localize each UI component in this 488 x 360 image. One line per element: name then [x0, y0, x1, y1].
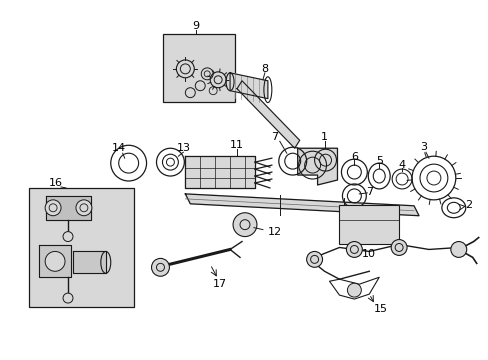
Polygon shape: [237, 81, 299, 148]
Circle shape: [450, 242, 466, 257]
Circle shape: [151, 258, 169, 276]
Polygon shape: [73, 251, 105, 273]
Text: 11: 11: [229, 140, 244, 150]
Circle shape: [346, 242, 362, 257]
Polygon shape: [46, 196, 91, 220]
Circle shape: [390, 239, 406, 255]
Text: 15: 15: [373, 304, 387, 314]
Text: 13: 13: [176, 143, 190, 153]
Text: 7: 7: [271, 132, 278, 142]
Polygon shape: [185, 194, 418, 216]
Circle shape: [346, 283, 361, 297]
Text: 2: 2: [464, 200, 471, 210]
Circle shape: [233, 213, 256, 237]
Text: 1: 1: [321, 132, 327, 142]
Polygon shape: [185, 156, 254, 188]
Text: 9: 9: [192, 21, 200, 31]
Text: 17: 17: [213, 279, 227, 289]
Text: 16: 16: [49, 178, 63, 188]
Bar: [339, 205, 398, 244]
Text: 12: 12: [267, 226, 281, 237]
Text: 5: 5: [375, 156, 382, 166]
Circle shape: [45, 200, 61, 216]
Circle shape: [63, 293, 73, 303]
Circle shape: [76, 200, 92, 216]
Text: 4: 4: [398, 160, 405, 170]
Text: 7: 7: [365, 187, 372, 197]
Text: 14: 14: [111, 143, 125, 153]
Bar: [29, 188, 133, 307]
Text: 10: 10: [362, 249, 376, 260]
Text: 6: 6: [350, 152, 357, 162]
Circle shape: [63, 231, 73, 242]
Polygon shape: [297, 148, 337, 185]
Text: 3: 3: [420, 142, 427, 152]
Circle shape: [45, 251, 65, 271]
Polygon shape: [230, 73, 267, 99]
Polygon shape: [39, 246, 71, 277]
Text: 8: 8: [261, 64, 268, 74]
Bar: [163, 34, 235, 102]
Circle shape: [306, 251, 322, 267]
